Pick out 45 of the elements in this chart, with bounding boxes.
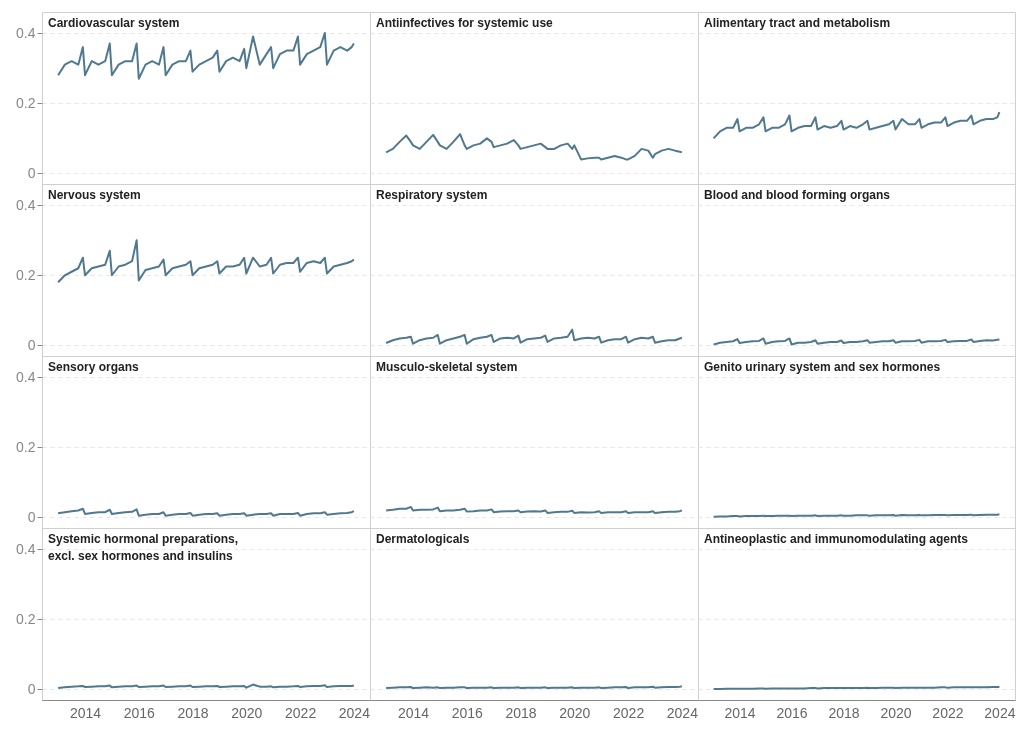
y-tick-label: 0 — [27, 508, 36, 525]
x-tick-label: 2016 — [451, 704, 484, 721]
y-tick-label: 0.4 — [16, 24, 36, 41]
x-tick-label: 2016 — [123, 704, 156, 721]
chart-title: Sensory organs — [48, 360, 140, 374]
chart-title: Antiinfectives for systemic use — [376, 16, 554, 30]
x-tick-label: 2020 — [880, 704, 912, 721]
y-tick-label: 0.4 — [16, 196, 36, 213]
y-tick-label: 0.2 — [16, 94, 36, 111]
chart-title: Nervous system — [48, 188, 141, 202]
y-tick-label: 0 — [27, 164, 36, 181]
x-tick-label: 2014 — [397, 704, 430, 721]
y-tick-label: 0 — [27, 680, 36, 697]
x-tick-label: 2016 — [776, 704, 808, 721]
line-series — [57, 239, 355, 284]
chart-title: Blood and blood forming organs — [704, 188, 891, 202]
x-tick-label: 2022 — [285, 704, 317, 721]
x-tick-label: 2022 — [932, 704, 964, 721]
x-tick-label: 2018 — [505, 704, 537, 721]
chart-title: Cardiovascular system — [48, 16, 180, 30]
x-tick-label: 2024 — [338, 704, 371, 721]
chart-title: Dermatologicals — [376, 532, 470, 546]
y-tick-label: 0.4 — [16, 368, 36, 385]
x-tick-label: 2018 — [177, 704, 209, 721]
x-tick-label: 2014 — [724, 704, 756, 721]
x-tick-label: 2014 — [69, 704, 102, 721]
y-tick-label: 0.2 — [16, 438, 36, 455]
x-tick-label: 2020 — [559, 704, 591, 721]
x-tick-label: 2024 — [984, 704, 1016, 721]
text: Systemic hormonal preparations, excl. sex hormones and insulins — [48, 532, 239, 563]
x-tick-label: 2018 — [828, 704, 860, 721]
y-tick-label: 0.2 — [16, 610, 36, 627]
line-series — [57, 32, 355, 80]
y-tick-label: 0.2 — [16, 266, 36, 283]
x-tick-label: 2022 — [613, 704, 645, 721]
line-series — [57, 507, 355, 517]
x-tick-label: 2024 — [666, 704, 699, 721]
y-tick-label: 0 — [27, 336, 36, 353]
y-tick-label: 0.4 — [16, 540, 36, 557]
chart-title: Musculo-skeletal system — [376, 360, 518, 374]
chart-title: Respiratory system — [376, 188, 488, 202]
chart-title: Antineoplastic and immunomodulating agents — [704, 532, 969, 546]
x-tick-label: 2020 — [231, 704, 263, 721]
chart-title: Alimentary tract and metabolism — [704, 16, 891, 30]
chart-title: Genito urinary system and sex hormones — [704, 360, 941, 374]
